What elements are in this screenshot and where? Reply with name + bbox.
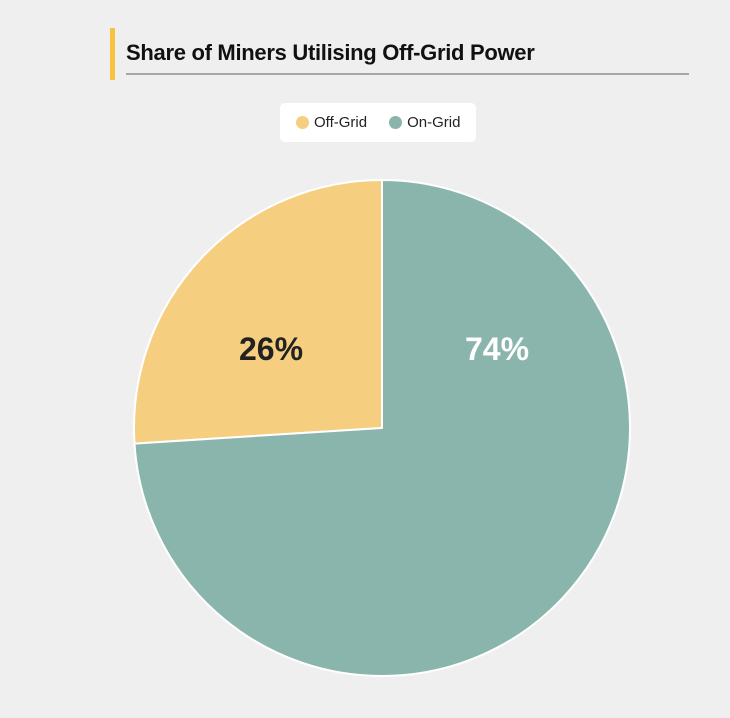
slice-label-off-grid: 26% — [239, 331, 303, 367]
legend-swatch-off-grid — [296, 116, 309, 129]
chart-title-block: Share of Miners Utilising Off-Grid Power — [110, 28, 690, 80]
legend-label-off-grid: Off-Grid — [314, 114, 368, 131]
chart-legend: Off-Grid On-Grid — [280, 103, 477, 142]
legend-swatch-on-grid — [389, 116, 403, 129]
slice-label-on-grid: 74% — [465, 331, 529, 367]
chart-title: Share of Miners Utilising Off-Grid Power — [126, 40, 535, 65]
legend-label-on-grid: On-Grid — [407, 114, 461, 131]
pie-slice-on-grid[interactable] — [133, 179, 631, 677]
legend-item-on-grid[interactable]: On-Grid — [389, 114, 460, 131]
legend-item-off-grid[interactable]: Off-Grid — [296, 114, 367, 131]
pie-slice-off-grid[interactable] — [133, 179, 383, 445]
title-divider — [126, 73, 689, 75]
title-accent-bar — [110, 28, 115, 80]
